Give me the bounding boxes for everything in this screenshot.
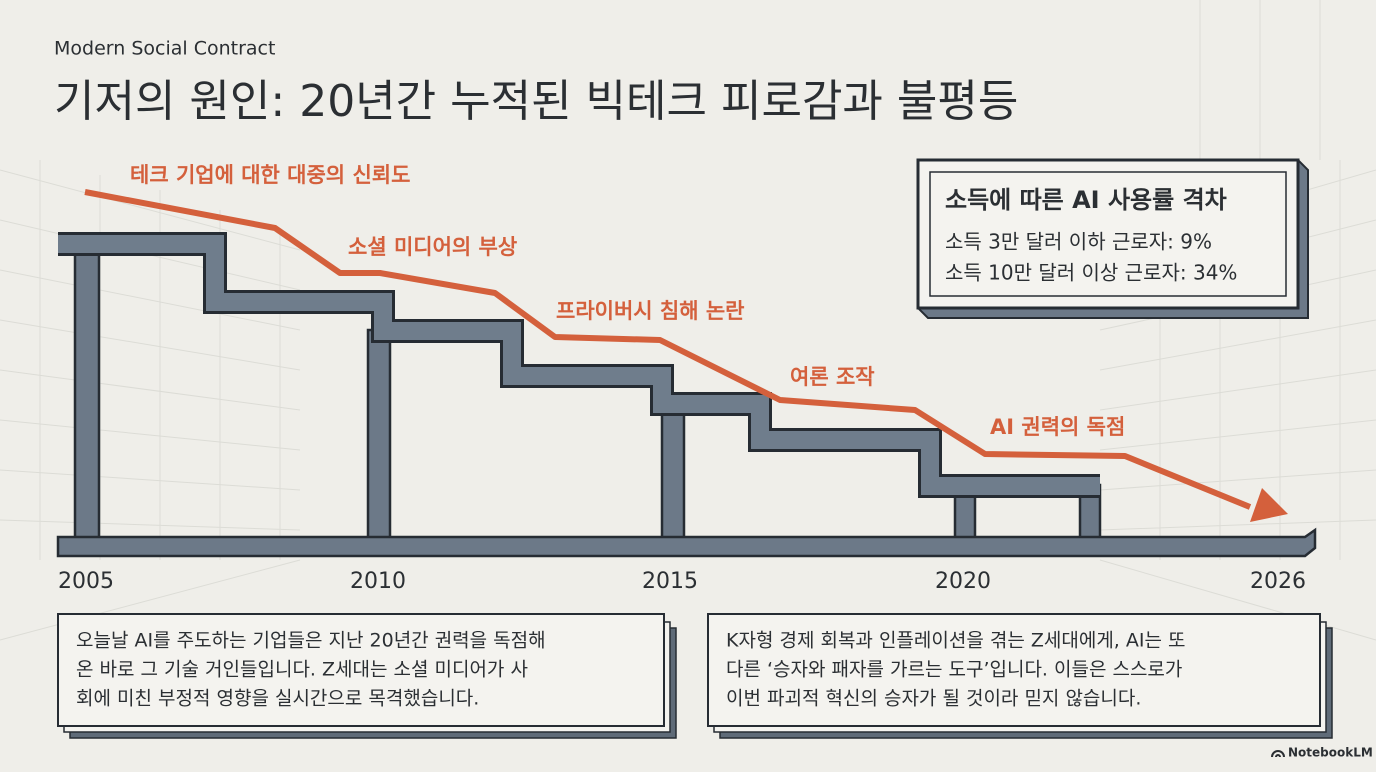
trend-label: 여론 조작 xyxy=(790,365,875,389)
note-line: 다른 ‘승자와 패자를 가르는 도구’입니다. 이들은 스스로가 xyxy=(726,659,1182,681)
note-line: 이번 파괴적 혁신의 승자가 될 것이라 믿지 않습니다. xyxy=(726,688,1141,710)
callout-title: 소득에 따른 AI 사용률 격차 xyxy=(945,186,1227,214)
year-label: 2015 xyxy=(642,569,698,594)
trend-arrow xyxy=(84,189,1288,522)
title: 기저의 원인: 20년간 누적된 빅테크 피로감과 불평등 xyxy=(54,76,1018,127)
note-line: 회에 미친 부정적 영향을 실시간으로 목격했습니다. xyxy=(76,688,479,710)
note-box xyxy=(57,613,677,739)
year-label: 2026 xyxy=(1250,569,1306,594)
callout-line: 소득 3만 달러 이하 근로자: 9% xyxy=(945,230,1212,254)
note-line: 오늘날 AI를 주도하는 기업들은 지난 20년간 권력을 독점해 xyxy=(76,630,546,652)
note-line: K자형 경제 회복과 인플레이션을 겪는 Z세대에게, AI는 또 xyxy=(726,630,1185,652)
trend-label: AI 권력의 독점 xyxy=(990,415,1125,439)
trend-label: 소셜 미디어의 부상 xyxy=(348,235,517,259)
subtitle: Modern Social Contract xyxy=(54,38,275,60)
year-label: 2020 xyxy=(935,569,991,594)
brand: NotebookLM xyxy=(1288,746,1373,760)
note-box xyxy=(707,613,1333,739)
note-line: 온 바로 그 기술 거인들입니다. Z세대는 소셜 미디어가 사 xyxy=(76,659,528,681)
callout-line: 소득 10만 달러 이상 근로자: 34% xyxy=(945,261,1237,285)
staircase xyxy=(56,232,1317,558)
year-label: 2005 xyxy=(58,569,114,594)
trend-label: 테크 기업에 대한 대중의 신뢰도 xyxy=(130,163,410,187)
trend-label: 프라이버시 침해 논란 xyxy=(556,299,745,323)
year-label: 2010 xyxy=(350,569,406,594)
callout-box xyxy=(916,158,1309,319)
brand-icon xyxy=(1271,750,1285,758)
